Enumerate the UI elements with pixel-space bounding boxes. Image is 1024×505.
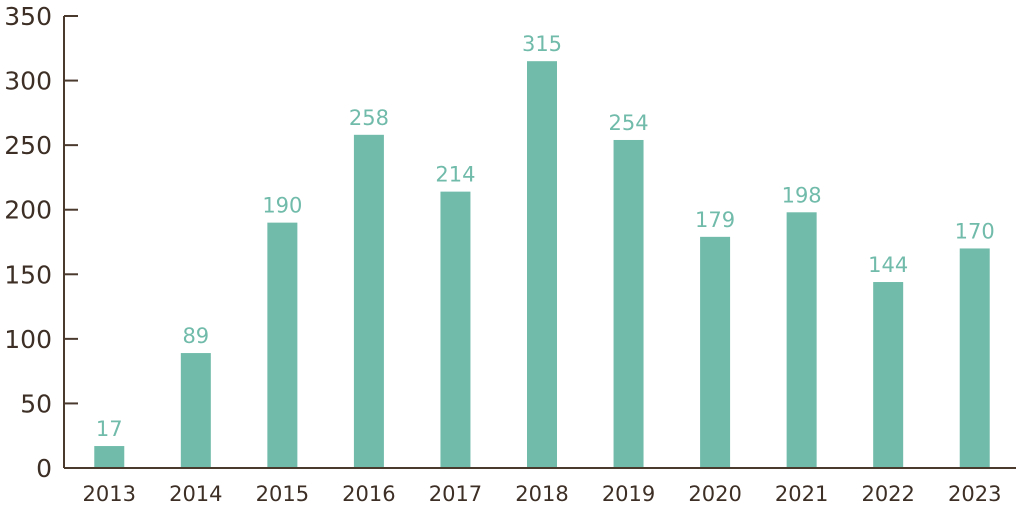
y-tick-label: 0 — [36, 454, 52, 483]
data-label-2014: 89 — [182, 324, 209, 348]
bar-2017 — [440, 191, 471, 469]
data-label-2019: 254 — [608, 111, 648, 135]
data-label-2023: 170 — [955, 219, 995, 243]
data-label-2018: 315 — [522, 32, 562, 56]
y-tick-label: 100 — [4, 325, 52, 354]
data-label-2016: 258 — [349, 106, 389, 130]
x-tick-label-2017: 2017 — [429, 482, 482, 505]
data-label-2015: 190 — [262, 194, 302, 218]
data-label-2021: 198 — [782, 183, 822, 207]
x-tick-label-2016: 2016 — [342, 482, 395, 505]
bar-2014 — [180, 353, 211, 468]
y-axis-ticks: 0 50 100 150 200 250 300 350 — [4, 2, 78, 483]
y-tick-label: 50 — [20, 389, 52, 418]
bar-2015 — [267, 222, 298, 468]
bar-2018 — [527, 61, 557, 468]
y-tick-label: 250 — [4, 131, 52, 160]
bar-2022 — [873, 282, 904, 468]
bar-2023 — [959, 248, 990, 468]
x-tick-label-2018: 2018 — [515, 482, 568, 505]
bar-2021 — [786, 212, 817, 468]
x-axis-labels: 2013 2014 2015 2016 2017 2018 2019 2020 2021 2022… — [83, 482, 1002, 505]
x-tick-label-2019: 2019 — [602, 482, 655, 505]
bar-2019 — [613, 139, 644, 468]
data-label-2017: 214 — [435, 163, 475, 187]
x-tick-label-2013: 2013 — [83, 482, 136, 505]
x-tick-label-2022: 2022 — [861, 482, 914, 505]
x-tick-label-2023: 2023 — [948, 482, 1001, 505]
bar-2016 — [353, 134, 384, 468]
x-tick-label-2015: 2015 — [256, 482, 309, 505]
x-tick-label-2020: 2020 — [688, 482, 741, 505]
data-labels: 17 89 190 258 214 315 254 179 198 144 170 — [96, 32, 995, 441]
data-label-2022: 144 — [868, 253, 908, 277]
y-tick-label: 350 — [4, 2, 52, 31]
y-tick-label: 150 — [4, 260, 52, 289]
bar-2020 — [700, 236, 731, 468]
bar-2013 — [94, 446, 125, 468]
x-tick-label-2021: 2021 — [775, 482, 828, 505]
bars — [94, 61, 990, 469]
data-label-2020: 179 — [695, 208, 735, 232]
y-tick-label: 200 — [4, 196, 52, 225]
x-tick-label-2014: 2014 — [169, 482, 222, 505]
data-label-2013: 17 — [96, 417, 123, 441]
y-tick-label: 300 — [4, 67, 52, 96]
